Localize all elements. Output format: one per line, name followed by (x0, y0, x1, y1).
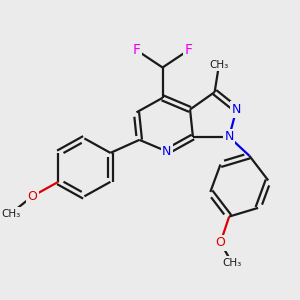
Text: O: O (215, 236, 225, 249)
Text: N: N (232, 103, 241, 116)
Text: CH₃: CH₃ (1, 209, 20, 219)
Text: CH₃: CH₃ (222, 258, 242, 268)
Text: N: N (162, 145, 172, 158)
Text: CH₃: CH₃ (209, 60, 229, 70)
Text: F: F (133, 43, 140, 57)
Text: N: N (224, 130, 234, 143)
Text: O: O (27, 190, 37, 203)
Text: F: F (184, 43, 193, 57)
